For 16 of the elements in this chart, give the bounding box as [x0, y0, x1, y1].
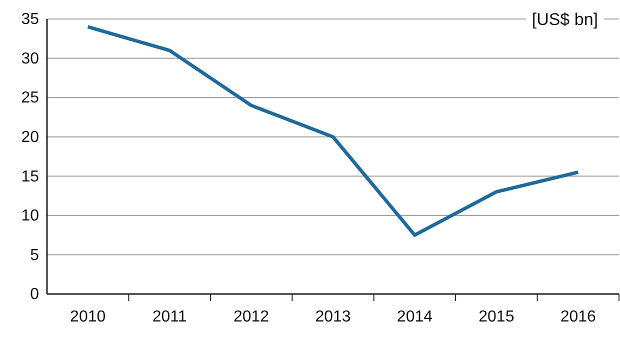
y-tick-label: 10 — [21, 208, 40, 225]
y-tick-label: 0 — [30, 286, 40, 304]
y-tick-label: 25 — [21, 90, 40, 107]
y-axis-title: [US$ bn] — [532, 10, 598, 29]
y-tick-label: 15 — [21, 168, 40, 186]
x-tick-label: 2015 — [478, 308, 514, 326]
y-tick-label: 30 — [21, 50, 40, 68]
y-tick-label: 20 — [21, 128, 40, 146]
x-tick-label: 2010 — [70, 308, 106, 326]
x-tick-label: 2016 — [560, 308, 596, 326]
x-tick-label: 2012 — [233, 308, 270, 326]
x-tick-label: 2011 — [152, 308, 187, 326]
x-tick-label: 2013 — [315, 308, 351, 326]
y-tick-label: 35 — [21, 11, 40, 28]
y-tick-label: 5 — [30, 246, 40, 264]
x-tick-label: 2014 — [396, 308, 433, 326]
